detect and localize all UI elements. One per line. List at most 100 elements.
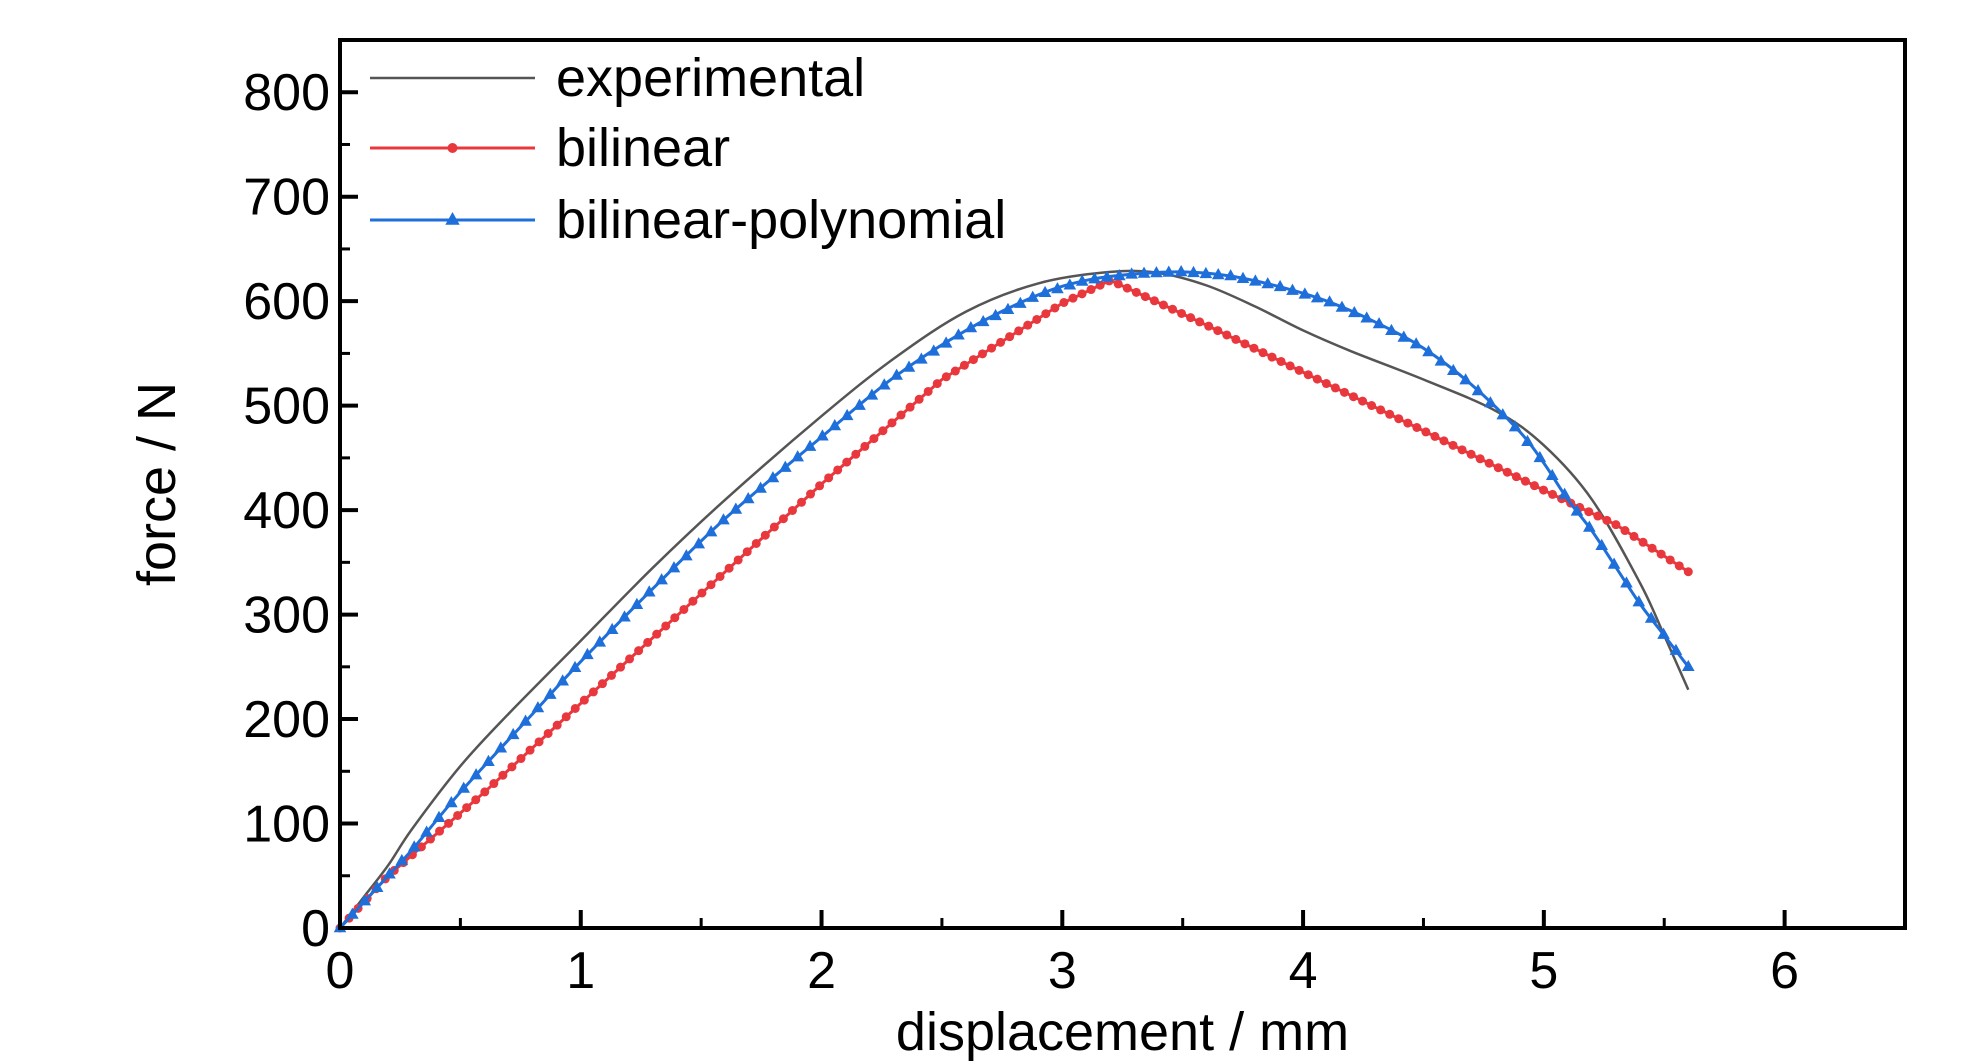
data-point (766, 471, 780, 483)
data-point (1607, 557, 1621, 569)
data-point (1285, 361, 1295, 371)
data-point (570, 703, 580, 713)
series-line (339, 269, 1690, 929)
data-point (482, 754, 495, 766)
data-point (1520, 476, 1530, 486)
data-point (1448, 440, 1458, 450)
data-point (568, 660, 582, 673)
data-point (420, 825, 433, 837)
data-point (1177, 308, 1187, 318)
data-point (1038, 285, 1052, 298)
data-point (1213, 326, 1223, 336)
data-point (1682, 659, 1695, 672)
x-axis-title: displacement / mm (896, 1002, 1349, 1062)
axes-frame (338, 38, 1907, 930)
data-point (1533, 450, 1547, 463)
data-point (915, 352, 928, 364)
data-point (1140, 292, 1150, 302)
data-point (525, 745, 535, 755)
data-point (1195, 317, 1205, 327)
x-axis-ticks: 0 1 2 3 4 5 6 (326, 910, 1799, 1000)
data-point (1348, 305, 1361, 318)
data-point (1276, 356, 1286, 366)
data-point (1303, 370, 1313, 380)
data-point (902, 360, 916, 372)
data-point (1222, 330, 1232, 340)
data-point (1394, 414, 1404, 424)
data-point (1502, 467, 1512, 477)
data-point (1421, 427, 1431, 437)
data-point (1656, 549, 1666, 559)
data-point (1348, 392, 1358, 402)
data-point (1508, 420, 1522, 432)
data-point (751, 538, 761, 548)
legend-item: bilinear-polynomial (370, 190, 1006, 250)
data-point (1669, 643, 1683, 655)
data-point (616, 662, 626, 672)
data-point (1186, 313, 1196, 323)
data-point (1026, 290, 1040, 302)
data-point (860, 441, 870, 451)
data-point (816, 429, 829, 441)
data-point (887, 418, 897, 428)
data-point (593, 635, 607, 647)
data-point (1466, 449, 1476, 459)
data-point (791, 450, 804, 462)
data-point (1529, 481, 1539, 491)
data-point (939, 336, 953, 348)
data-point (1397, 330, 1411, 342)
data-point (1644, 611, 1658, 623)
data-point (754, 481, 767, 493)
data-point (803, 439, 817, 451)
data-point (1403, 418, 1413, 428)
data-point (507, 762, 517, 772)
data-point (1075, 274, 1089, 286)
data-point (865, 388, 879, 400)
data-point (1125, 267, 1138, 279)
data-point (561, 712, 571, 722)
data-point (1620, 526, 1630, 536)
data-point (932, 379, 942, 389)
data-point (1484, 396, 1497, 408)
data-point (878, 426, 888, 436)
data-point (1321, 379, 1331, 389)
data-point (1149, 296, 1159, 306)
data-point (1258, 348, 1268, 358)
data-point (704, 525, 718, 537)
data-point (655, 573, 668, 585)
data-point (1446, 363, 1460, 376)
data-point (1032, 314, 1042, 324)
data-point (1330, 383, 1340, 393)
data-point (1434, 354, 1448, 366)
data-point (840, 408, 854, 421)
data-point (1558, 487, 1571, 499)
data-point (1059, 297, 1069, 307)
data-point (976, 314, 990, 327)
data-point (1068, 293, 1078, 303)
data-point (824, 473, 834, 483)
data-point (1545, 468, 1559, 481)
data-point (1199, 266, 1213, 279)
data-point (1595, 538, 1609, 550)
data-point (1231, 334, 1241, 344)
legend-swatch-marker (445, 212, 460, 225)
data-point (1457, 445, 1467, 455)
data-point (706, 580, 716, 590)
data-point (905, 402, 915, 412)
data-point (652, 629, 662, 639)
data-point (1339, 387, 1349, 397)
data-point (989, 308, 1002, 321)
data-point (1273, 279, 1287, 292)
data-point (896, 410, 906, 420)
data-point (733, 555, 743, 565)
data-point (1240, 339, 1250, 349)
data-point (1620, 576, 1633, 588)
data-point (1632, 595, 1646, 607)
data-point (1112, 268, 1126, 281)
data-point (1439, 436, 1449, 446)
x-tick-label: 2 (807, 942, 836, 1000)
data-point (407, 840, 421, 852)
data-point (1665, 555, 1675, 565)
data-point (1168, 304, 1178, 314)
data-point (543, 728, 553, 738)
